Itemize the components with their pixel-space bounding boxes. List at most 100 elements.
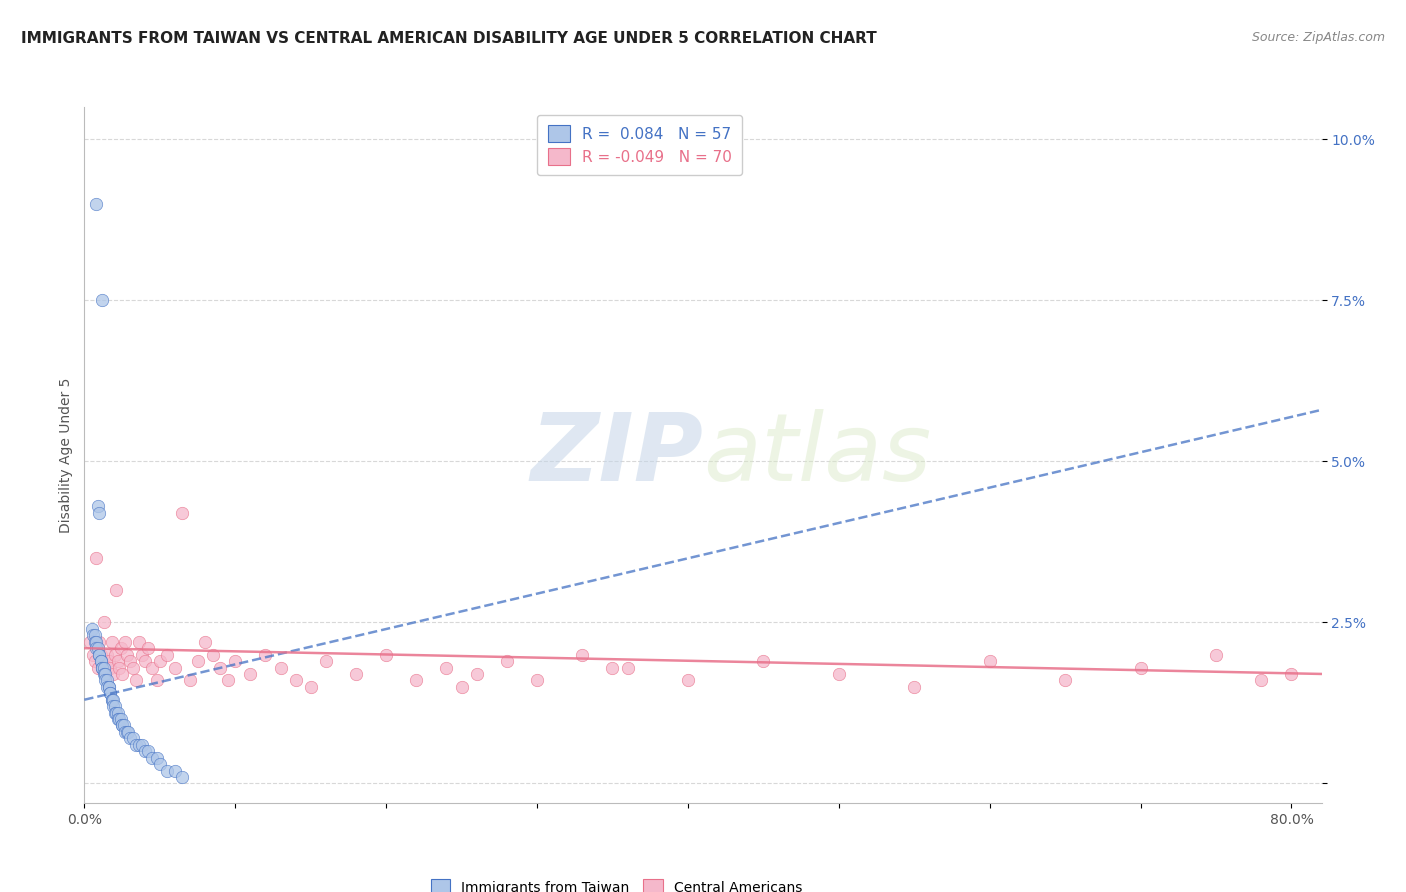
Point xyxy=(405,673,427,688)
Point xyxy=(108,712,131,726)
Point xyxy=(141,660,163,674)
Point xyxy=(96,648,118,662)
Point xyxy=(1250,673,1272,688)
Point xyxy=(201,648,224,662)
Point xyxy=(91,660,114,674)
Point xyxy=(239,667,262,681)
Point xyxy=(103,699,125,714)
Point xyxy=(86,641,108,656)
Point xyxy=(107,712,129,726)
Point xyxy=(91,660,114,674)
Point xyxy=(100,692,122,706)
Point xyxy=(163,660,186,674)
Point xyxy=(82,628,104,642)
Point xyxy=(90,648,112,662)
Point xyxy=(124,738,146,752)
Point xyxy=(254,648,277,662)
Point xyxy=(101,667,124,681)
Point xyxy=(156,648,179,662)
Point xyxy=(118,731,141,746)
Point xyxy=(299,680,322,694)
Point xyxy=(979,654,1001,668)
Point xyxy=(84,654,107,668)
Point xyxy=(111,718,134,732)
Point xyxy=(87,500,110,514)
Point xyxy=(89,648,111,662)
Point xyxy=(114,725,136,739)
Point xyxy=(136,641,159,656)
Point xyxy=(128,738,150,752)
Point xyxy=(86,196,108,211)
Point xyxy=(97,680,120,694)
Point xyxy=(1205,648,1227,662)
Point xyxy=(131,738,153,752)
Point xyxy=(98,686,121,700)
Point xyxy=(111,667,134,681)
Point xyxy=(80,622,103,636)
Point xyxy=(103,706,125,720)
Point xyxy=(134,654,156,668)
Point xyxy=(101,699,124,714)
Point xyxy=(94,673,117,688)
Point xyxy=(87,660,110,674)
Point xyxy=(315,654,337,668)
Point xyxy=(91,660,114,674)
Point xyxy=(79,634,101,648)
Point xyxy=(94,667,117,681)
Point xyxy=(89,648,111,662)
Point xyxy=(526,673,548,688)
Point xyxy=(100,634,122,648)
Point xyxy=(105,706,128,720)
Point xyxy=(98,686,121,700)
Point xyxy=(97,654,120,668)
Point xyxy=(86,551,108,566)
Point xyxy=(1281,667,1303,681)
Point xyxy=(89,634,111,648)
Point xyxy=(828,667,851,681)
Point xyxy=(465,667,488,681)
Point xyxy=(146,750,169,764)
Point xyxy=(571,648,593,662)
Point xyxy=(110,641,132,656)
Point xyxy=(136,744,159,758)
Point xyxy=(93,660,115,674)
Point xyxy=(616,660,638,674)
Point xyxy=(436,660,458,674)
Point xyxy=(179,673,201,688)
Text: atlas: atlas xyxy=(703,409,931,500)
Point xyxy=(103,648,125,662)
Point xyxy=(94,667,117,681)
Point xyxy=(100,692,122,706)
Point xyxy=(93,615,115,630)
Point xyxy=(112,718,135,732)
Point xyxy=(186,654,208,668)
Point xyxy=(82,648,104,662)
Point xyxy=(117,725,139,739)
Point xyxy=(163,764,186,778)
Point xyxy=(124,673,146,688)
Point xyxy=(284,673,307,688)
Point xyxy=(146,673,169,688)
Point xyxy=(107,706,129,720)
Point xyxy=(149,654,172,668)
Legend: Immigrants from Taiwan, Central Americans: Immigrants from Taiwan, Central American… xyxy=(423,872,808,892)
Point xyxy=(84,634,107,648)
Point xyxy=(344,667,367,681)
Point xyxy=(752,654,775,668)
Point xyxy=(121,731,143,746)
Point xyxy=(87,641,110,656)
Point xyxy=(450,680,472,694)
Point xyxy=(118,654,141,668)
Point xyxy=(89,506,111,520)
Point xyxy=(495,654,517,668)
Point xyxy=(98,660,121,674)
Point xyxy=(108,660,131,674)
Point xyxy=(110,712,132,726)
Point xyxy=(194,634,217,648)
Point xyxy=(128,634,150,648)
Y-axis label: Disability Age Under 5: Disability Age Under 5 xyxy=(59,377,73,533)
Point xyxy=(141,750,163,764)
Point xyxy=(172,770,194,784)
Point xyxy=(270,660,292,674)
Point xyxy=(1129,660,1152,674)
